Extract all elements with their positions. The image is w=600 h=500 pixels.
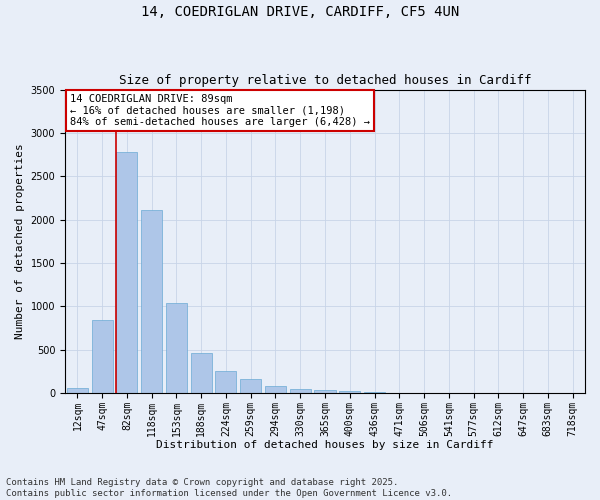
Bar xyxy=(215,372,236,393)
Bar xyxy=(67,388,88,393)
Text: Contains HM Land Registry data © Crown copyright and database right 2025.
Contai: Contains HM Land Registry data © Crown c… xyxy=(6,478,452,498)
Bar xyxy=(314,390,335,393)
Bar xyxy=(166,303,187,393)
Title: Size of property relative to detached houses in Cardiff: Size of property relative to detached ho… xyxy=(119,74,531,87)
X-axis label: Distribution of detached houses by size in Cardiff: Distribution of detached houses by size … xyxy=(156,440,494,450)
Y-axis label: Number of detached properties: Number of detached properties xyxy=(15,144,25,339)
Text: 14, COEDRIGLAN DRIVE, CARDIFF, CF5 4UN: 14, COEDRIGLAN DRIVE, CARDIFF, CF5 4UN xyxy=(141,5,459,19)
Bar xyxy=(141,210,162,393)
Bar xyxy=(240,379,261,393)
Bar xyxy=(339,391,360,393)
Bar xyxy=(265,386,286,393)
Bar xyxy=(364,392,385,393)
Text: 14 COEDRIGLAN DRIVE: 89sqm
← 16% of detached houses are smaller (1,198)
84% of s: 14 COEDRIGLAN DRIVE: 89sqm ← 16% of deta… xyxy=(70,94,370,128)
Bar xyxy=(116,152,137,393)
Bar xyxy=(92,320,113,393)
Bar xyxy=(191,353,212,393)
Bar xyxy=(290,388,311,393)
